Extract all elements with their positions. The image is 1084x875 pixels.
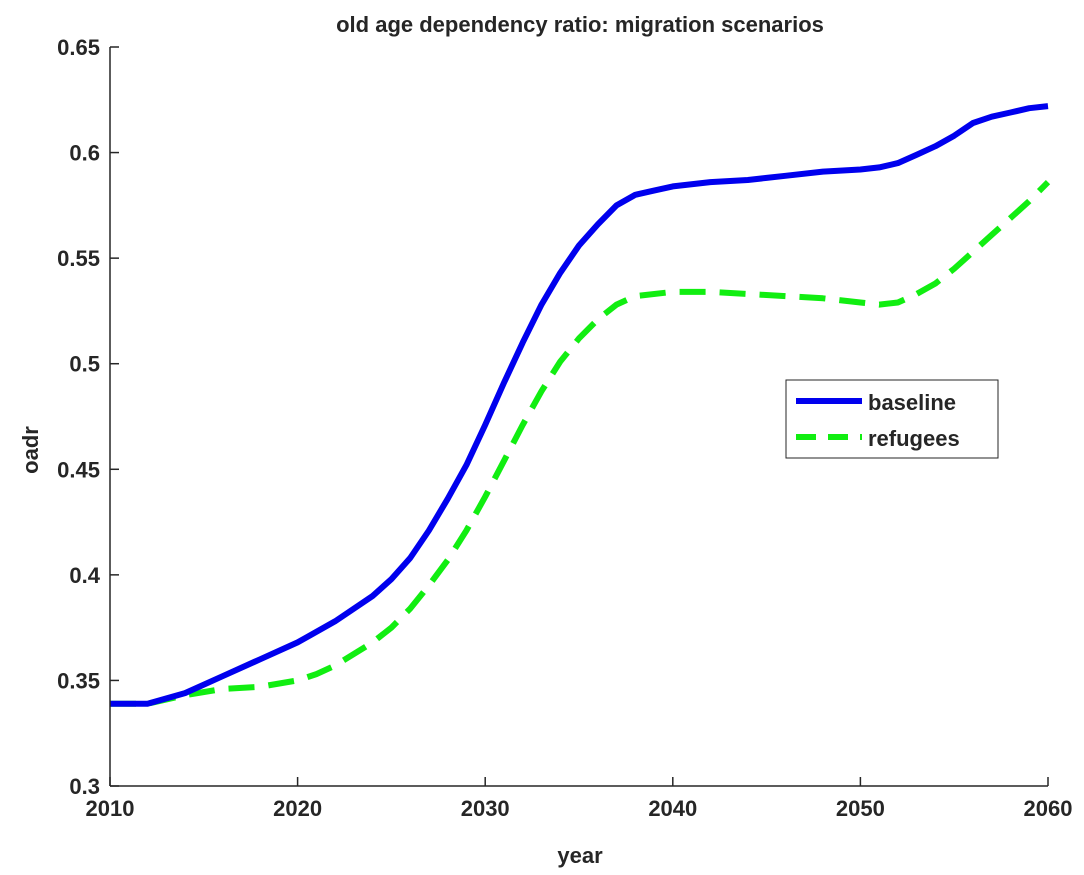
series-line-refugees xyxy=(110,179,1051,707)
y-tick-label: 0.35 xyxy=(57,668,100,693)
x-tick-label: 2060 xyxy=(1024,796,1073,821)
y-ticks: 0.3 0.35 0.4 0.45 0.5 0.55 0.6 0.65 xyxy=(57,35,119,799)
x-tick-label: 2010 xyxy=(86,796,135,821)
legend-box xyxy=(785,379,999,459)
legend-label-baseline: baseline xyxy=(868,390,956,415)
plot-lines xyxy=(110,103,1051,707)
x-tick-label: 2040 xyxy=(648,796,697,821)
x-axis-label: year xyxy=(557,843,603,868)
x-ticks: 2010 2020 2030 2040 2050 2060 xyxy=(86,777,1073,821)
axes xyxy=(109,47,1048,787)
x-tick-label: 2020 xyxy=(273,796,322,821)
y-tick-label: 0.3 xyxy=(69,774,100,799)
y-tick-label: 0.6 xyxy=(69,141,100,166)
y-tick-label: 0.5 xyxy=(69,352,100,377)
y-tick-label: 0.4 xyxy=(69,563,100,588)
y-tick-label: 0.45 xyxy=(57,457,100,482)
x-tick-label: 2030 xyxy=(461,796,510,821)
legend-label-refugees: refugees xyxy=(868,426,960,451)
legend: baseline refugees xyxy=(785,379,999,459)
y-axis-label: oadr xyxy=(18,426,43,474)
series-line-baseline xyxy=(110,103,1049,707)
y-tick-label: 0.65 xyxy=(57,35,100,60)
y-tick-label: 0.55 xyxy=(57,246,100,271)
chart-title: old age dependency ratio: migration scen… xyxy=(336,12,824,37)
x-tick-label: 2050 xyxy=(836,796,885,821)
